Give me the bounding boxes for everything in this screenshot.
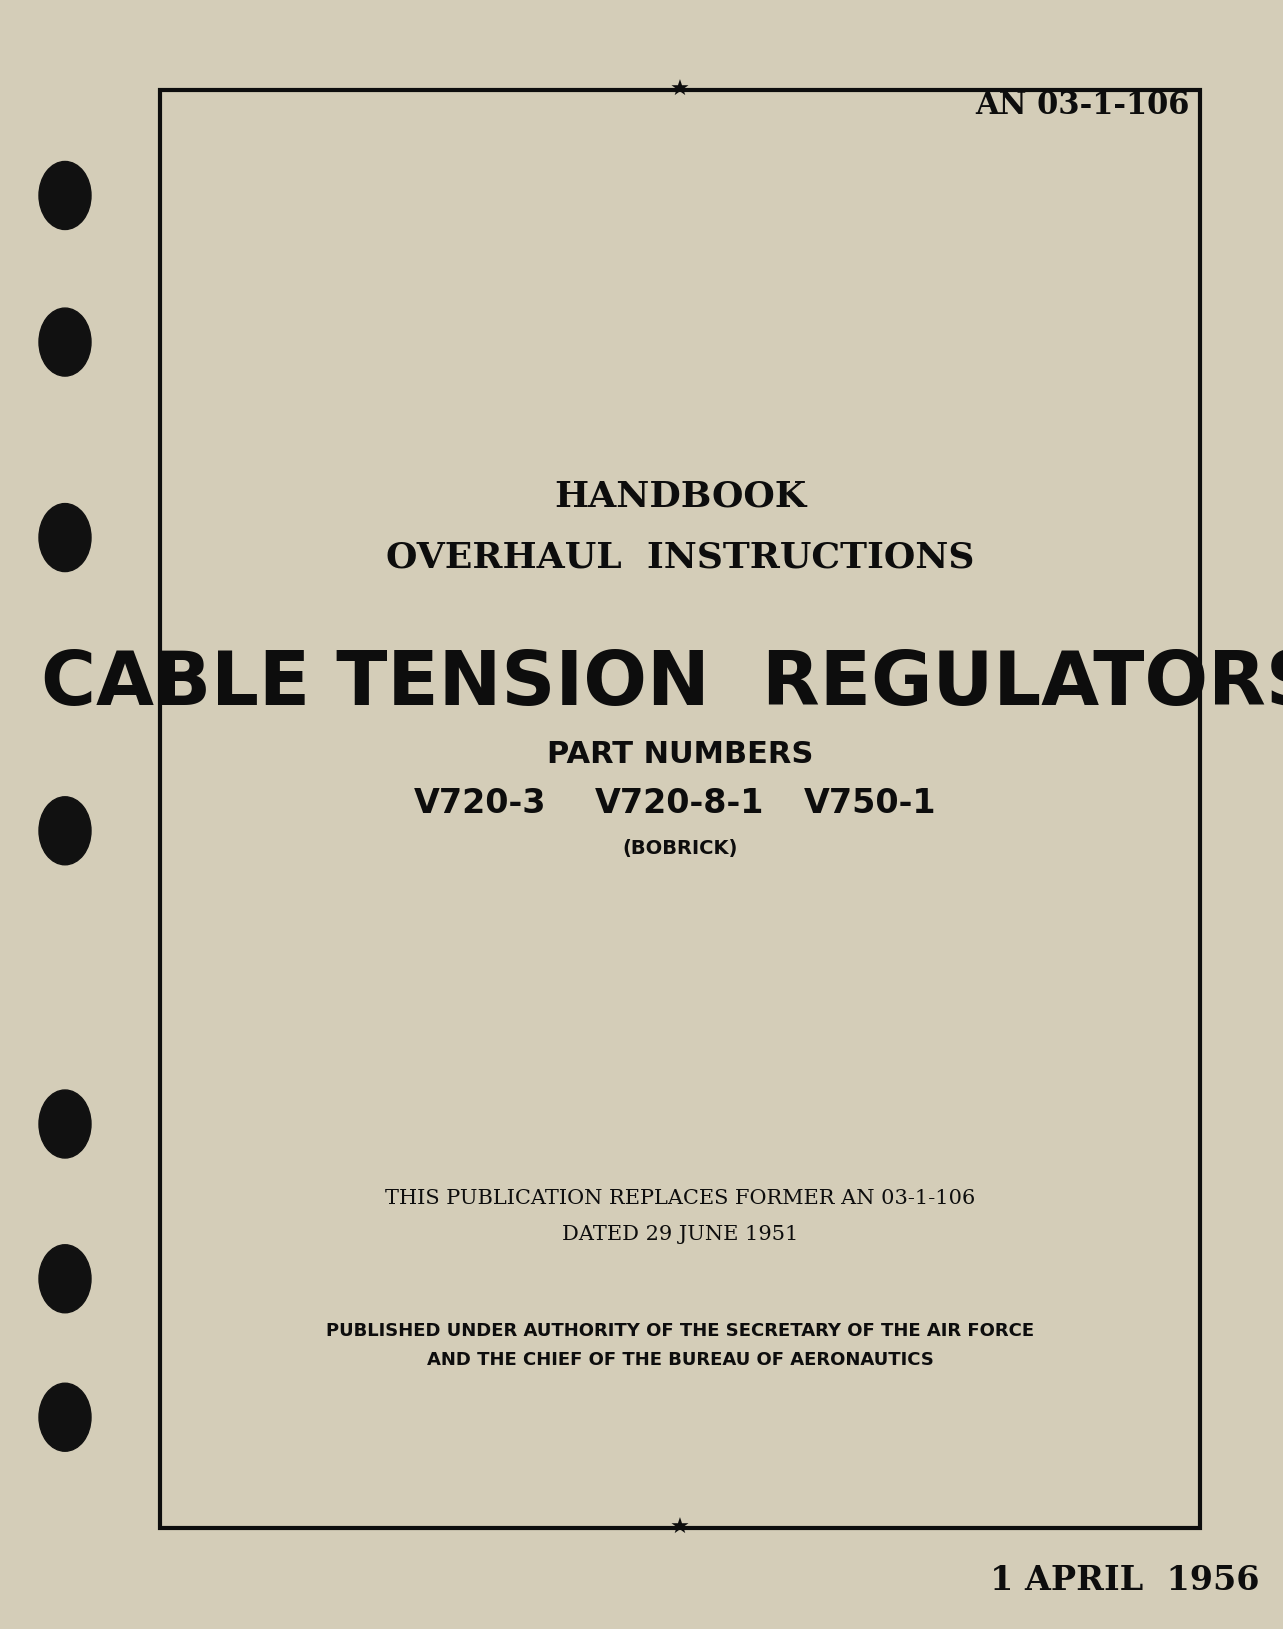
- Ellipse shape: [38, 1090, 91, 1158]
- Text: V720-8-1: V720-8-1: [595, 787, 765, 819]
- Ellipse shape: [38, 503, 91, 572]
- Text: V720-3: V720-3: [413, 787, 547, 819]
- Text: (BOBRICK): (BOBRICK): [622, 839, 738, 858]
- Text: PART NUMBERS: PART NUMBERS: [547, 740, 813, 769]
- Ellipse shape: [38, 797, 91, 865]
- Text: ★: ★: [670, 1518, 690, 1538]
- Text: THIS PUBLICATION REPLACES FORMER AN 03-1-106: THIS PUBLICATION REPLACES FORMER AN 03-1…: [385, 1189, 975, 1209]
- Ellipse shape: [38, 1383, 91, 1451]
- Ellipse shape: [38, 1245, 91, 1313]
- Text: AN 03-1-106: AN 03-1-106: [975, 90, 1189, 121]
- Text: DATED 29 JUNE 1951: DATED 29 JUNE 1951: [562, 1225, 798, 1245]
- Text: HANDBOOK: HANDBOOK: [554, 481, 806, 513]
- Ellipse shape: [38, 161, 91, 230]
- Text: CABLE TENSION  REGULATORS: CABLE TENSION REGULATORS: [41, 648, 1283, 720]
- Text: 1 APRIL  1956: 1 APRIL 1956: [990, 1564, 1260, 1596]
- Text: PUBLISHED UNDER AUTHORITY OF THE SECRETARY OF THE AIR FORCE: PUBLISHED UNDER AUTHORITY OF THE SECRETA…: [326, 1321, 1034, 1341]
- Ellipse shape: [38, 308, 91, 376]
- Text: ★: ★: [670, 80, 690, 99]
- Text: AND THE CHIEF OF THE BUREAU OF AERONAUTICS: AND THE CHIEF OF THE BUREAU OF AERONAUTI…: [426, 1350, 934, 1370]
- Text: V750-1: V750-1: [803, 787, 937, 819]
- Bar: [160, 90, 1200, 1528]
- Text: OVERHAUL  INSTRUCTIONS: OVERHAUL INSTRUCTIONS: [386, 541, 974, 573]
